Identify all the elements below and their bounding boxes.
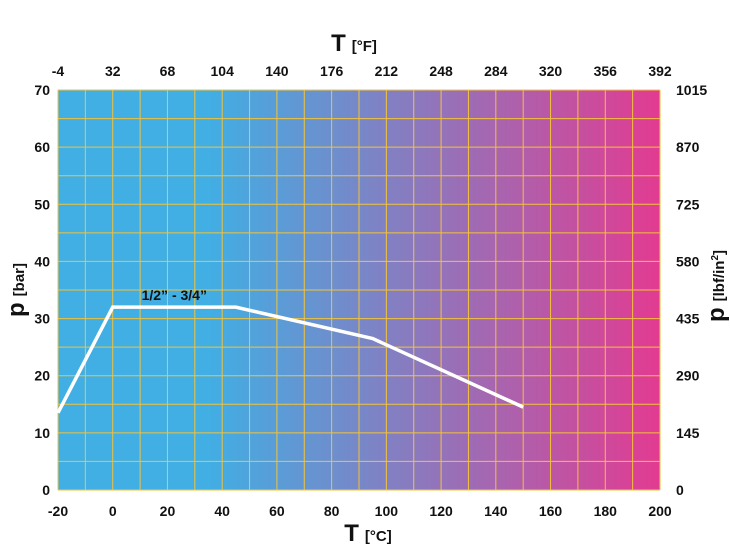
y-right-axis-title: p [lbf/in2]	[703, 250, 730, 322]
y-right-tick-label: 0	[676, 482, 684, 498]
series-line	[56, 305, 524, 414]
y-right-tick-label: 870	[676, 139, 700, 155]
y-right-ticks: 0 145 290 435 580 725 870 1015	[676, 82, 707, 498]
x-top-axis-unit: [°F]	[352, 38, 377, 55]
y-left-tick-label: 60	[34, 139, 50, 155]
x-top-tick-label: 248	[429, 63, 453, 79]
y-right-tick-label: 145	[676, 425, 700, 441]
y-left-tick-label: 0	[42, 482, 50, 498]
x-bottom-tick-label: 20	[160, 503, 176, 519]
x-top-tick-label: 284	[484, 63, 508, 79]
y-left-tick-label: 40	[34, 253, 50, 269]
x-bottom-tick-label: -20	[48, 503, 68, 519]
x-top-axis-title: T [°F]	[331, 30, 377, 57]
x-bottom-tick-label: 160	[539, 503, 563, 519]
x-bottom-tick-label: 100	[375, 503, 399, 519]
y-right-axis-unit: [lbf/in	[711, 261, 728, 302]
series-label: 1/2” - 3/4”	[142, 287, 207, 303]
x-bottom-axis-title: T [°C]	[344, 520, 392, 547]
y-right-tick-label: 1015	[676, 82, 707, 98]
y-left-tick-label: 20	[34, 368, 50, 384]
x-bottom-tick-label: 180	[594, 503, 618, 519]
x-top-tick-label: 356	[594, 63, 618, 79]
x-top-tick-label: 140	[265, 63, 289, 79]
y-right-tick-label: 435	[676, 311, 700, 327]
x-top-tick-label: 320	[539, 63, 563, 79]
series-layer: 1/2” - 3/4”	[56, 287, 524, 414]
y-left-axis-title: p [bar]	[3, 263, 30, 317]
x-bottom-tick-label: 0	[109, 503, 117, 519]
y-left-tick-label: 30	[34, 311, 50, 327]
x-bottom-tick-label: 120	[429, 503, 453, 519]
grid-lines	[57, 89, 661, 491]
x-bottom-tick-label: 60	[269, 503, 285, 519]
y-right-tick-label: 725	[676, 196, 700, 212]
x-bottom-axis-symbol: T	[344, 520, 359, 547]
x-bottom-tick-label: 200	[648, 503, 672, 519]
y-left-axis-symbol: p	[3, 302, 30, 317]
x-bottom-tick-label: 80	[324, 503, 340, 519]
x-top-ticks: -4 32 68 104 140 176 212 248 284 320 356 392	[52, 63, 672, 79]
x-bottom-tick-label: 140	[484, 503, 508, 519]
x-top-tick-label: 104	[211, 63, 235, 79]
x-top-tick-label: 176	[320, 63, 344, 79]
x-bottom-ticks: -20 0 20 40 60 80 100 120 140 160 180 200	[48, 503, 672, 519]
y-left-axis-unit: [bar]	[11, 263, 28, 296]
x-top-tick-label: 32	[105, 63, 121, 79]
x-top-tick-label: 68	[160, 63, 176, 79]
y-left-tick-label: 10	[34, 425, 50, 441]
x-top-tick-label: 392	[648, 63, 672, 79]
x-bottom-axis-unit: [°C]	[365, 528, 392, 545]
x-top-tick-label: -4	[52, 63, 65, 79]
y-right-axis-unit-end: ]	[711, 250, 728, 255]
x-bottom-tick-label: 40	[214, 503, 230, 519]
y-right-axis-symbol: p	[703, 307, 730, 322]
y-left-tick-label: 50	[34, 196, 50, 212]
y-right-tick-label: 290	[676, 368, 700, 384]
y-left-tick-label: 70	[34, 82, 50, 98]
y-left-ticks: 0 10 20 30 40 50 60 70	[34, 82, 50, 498]
y-right-axis-unit-sup: 2	[710, 255, 721, 261]
x-top-axis-symbol: T	[331, 30, 346, 57]
y-right-tick-label: 580	[676, 253, 700, 269]
x-top-tick-label: 212	[375, 63, 399, 79]
